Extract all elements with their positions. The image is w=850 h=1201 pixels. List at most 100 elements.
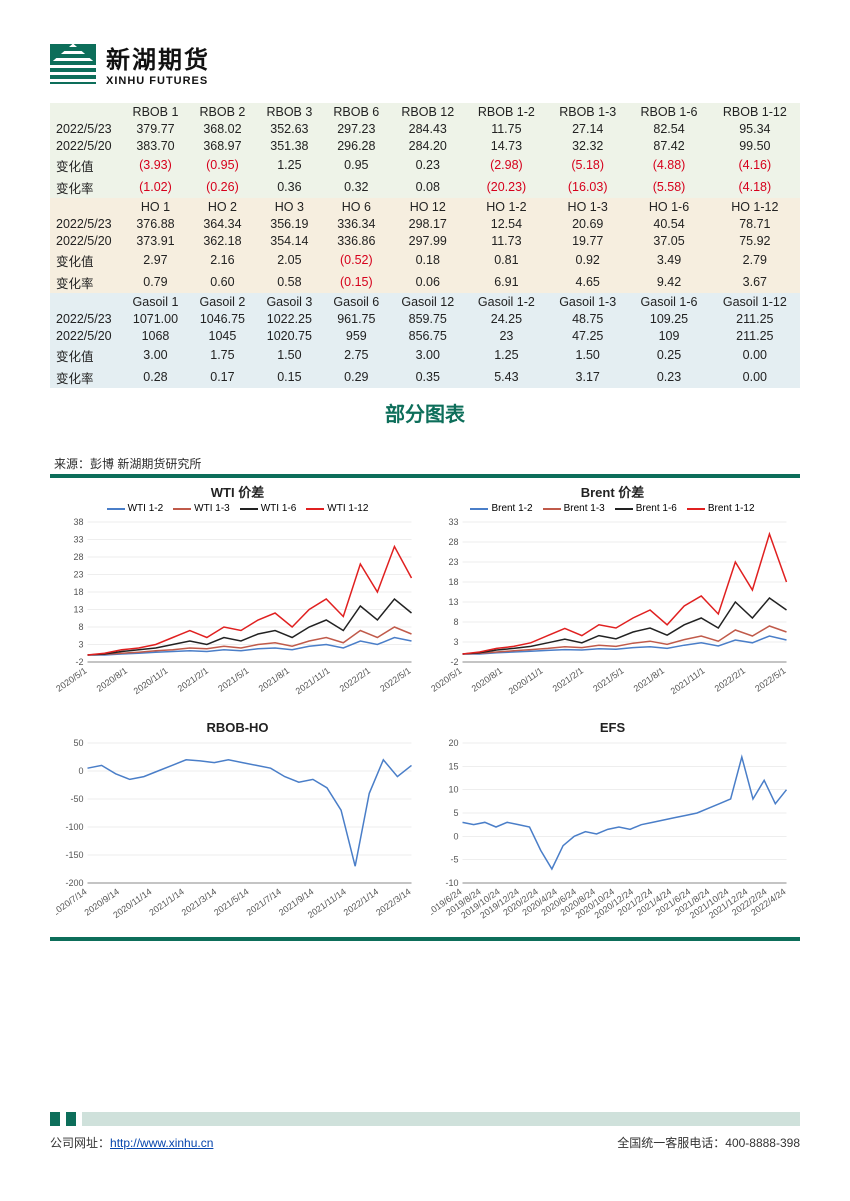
row-label: 变化值 — [50, 154, 122, 176]
table-cell: (0.26) — [189, 176, 256, 198]
table-cell: 37.05 — [628, 232, 709, 249]
table-cell: 6.91 — [466, 271, 547, 293]
table-header: HO 2 — [189, 198, 256, 215]
table-cell: 2.16 — [189, 249, 256, 271]
table-cell: 0.00 — [710, 366, 800, 388]
row-label: 变化值 — [50, 249, 122, 271]
svg-text:15: 15 — [448, 761, 458, 771]
table-cell: 9.42 — [628, 271, 709, 293]
table-cell: 2.79 — [710, 249, 800, 271]
footer: 公司网址：http://www.xinhu.cn 全国统一客服电话：400-88… — [50, 1112, 800, 1151]
chart-title: EFS — [431, 720, 794, 735]
table-header: RBOB 2 — [189, 103, 256, 120]
table-cell: 1071.00 — [122, 310, 189, 327]
svg-text:2021/11/1: 2021/11/1 — [669, 665, 707, 696]
table-cell: 4.65 — [547, 271, 628, 293]
table-header — [50, 103, 122, 120]
table-cell: 368.02 — [189, 120, 256, 137]
table-cell: 352.63 — [256, 120, 323, 137]
table-header: Gasoil 6 — [323, 293, 390, 310]
table-cell: 0.29 — [323, 366, 390, 388]
svg-text:23: 23 — [73, 570, 83, 580]
svg-text:2022/2/1: 2022/2/1 — [338, 665, 372, 693]
svg-text:10: 10 — [448, 785, 458, 795]
row-label: 2022/5/23 — [50, 120, 122, 137]
table-header: Gasoil 3 — [256, 293, 323, 310]
svg-text:2020/11/1: 2020/11/1 — [132, 665, 170, 696]
svg-text:0: 0 — [453, 831, 458, 841]
table-cell: 362.18 — [189, 232, 256, 249]
table-cell: 379.77 — [122, 120, 189, 137]
table-cell: 297.99 — [390, 232, 466, 249]
table-header: Gasoil 1-6 — [628, 293, 709, 310]
table-cell: 1045 — [189, 327, 256, 344]
table-cell: 3.49 — [628, 249, 709, 271]
table-cell: 856.75 — [390, 327, 466, 344]
svg-text:2020/11/1: 2020/11/1 — [507, 665, 545, 696]
table-header: HO 12 — [390, 198, 466, 215]
footer-url[interactable]: http://www.xinhu.cn — [110, 1136, 213, 1150]
table-cell: 383.70 — [122, 137, 189, 154]
table-cell: (2.98) — [466, 154, 547, 176]
table-header: Gasoil 2 — [189, 293, 256, 310]
svg-text:2021/8/1: 2021/8/1 — [257, 665, 291, 693]
table-cell: (0.15) — [323, 271, 390, 293]
table-cell: 20.69 — [547, 215, 628, 232]
table-cell: 0.81 — [466, 249, 547, 271]
table-cell: 354.14 — [256, 232, 323, 249]
table-cell: 211.25 — [710, 310, 800, 327]
svg-text:-200: -200 — [65, 878, 83, 888]
table-cell: 24.25 — [466, 310, 547, 327]
table-cell: 0.95 — [323, 154, 390, 176]
logo-cn: 新湖期货 — [106, 40, 210, 75]
table-cell: 87.42 — [628, 137, 709, 154]
table-cell: 0.08 — [390, 176, 466, 198]
svg-text:-100: -100 — [65, 822, 83, 832]
table-cell: 95.34 — [710, 120, 800, 137]
table-header: HO 1-3 — [547, 198, 628, 215]
svg-text:20: 20 — [448, 738, 458, 748]
table-cell: 0.92 — [547, 249, 628, 271]
table-cell: 859.75 — [390, 310, 466, 327]
table-cell: 211.25 — [710, 327, 800, 344]
table-header: RBOB 3 — [256, 103, 323, 120]
svg-text:2020/8/1: 2020/8/1 — [95, 665, 129, 693]
logo: 新湖期货 XINHU FUTURES — [50, 40, 800, 87]
svg-text:3: 3 — [78, 640, 83, 650]
table-cell: 336.34 — [323, 215, 390, 232]
table-cell: 11.75 — [466, 120, 547, 137]
chart-source: 来源：彭博 新湖期货研究所 — [54, 455, 800, 472]
table-cell: 5.43 — [466, 366, 547, 388]
row-label: 变化率 — [50, 271, 122, 293]
chart-brent: Brent 价差 Brent 1-2Brent 1-3Brent 1-6Bren… — [425, 478, 800, 716]
row-label: 2022/5/20 — [50, 137, 122, 154]
chart-wti: WTI 价差 WTI 1-2WTI 1-3WTI 1-6WTI 1-12 -23… — [50, 478, 425, 716]
table-cell: 3.67 — [710, 271, 800, 293]
table-header: RBOB 1-6 — [628, 103, 709, 120]
table-cell: 0.60 — [189, 271, 256, 293]
svg-text:2022/2/1: 2022/2/1 — [713, 665, 747, 693]
table-cell: 3.00 — [390, 344, 466, 366]
svg-text:2021/3/14: 2021/3/14 — [180, 886, 219, 917]
table-cell: 78.71 — [710, 215, 800, 232]
svg-text:2021/11/1: 2021/11/1 — [294, 665, 332, 696]
svg-text:50: 50 — [73, 738, 83, 748]
table-cell: 336.86 — [323, 232, 390, 249]
table-cell: 0.06 — [390, 271, 466, 293]
table-cell: 12.54 — [466, 215, 547, 232]
svg-text:8: 8 — [78, 622, 83, 632]
svg-text:2022/3/14: 2022/3/14 — [374, 886, 413, 917]
table-cell: 298.17 — [390, 215, 466, 232]
table-header — [50, 198, 122, 215]
table-cell: 1.25 — [466, 344, 547, 366]
table-header: HO 1 — [122, 198, 189, 215]
table-cell: 1022.25 — [256, 310, 323, 327]
row-label: 变化值 — [50, 344, 122, 366]
chart-svg: -23813182328332020/5/12020/8/12020/11/12… — [431, 516, 794, 706]
table-header: Gasoil 1-2 — [466, 293, 547, 310]
table-cell: 297.23 — [323, 120, 390, 137]
svg-text:2022/5/1: 2022/5/1 — [753, 665, 787, 693]
table-header: RBOB 1-2 — [466, 103, 547, 120]
table-cell: 14.73 — [466, 137, 547, 154]
svg-text:-5: -5 — [450, 855, 458, 865]
